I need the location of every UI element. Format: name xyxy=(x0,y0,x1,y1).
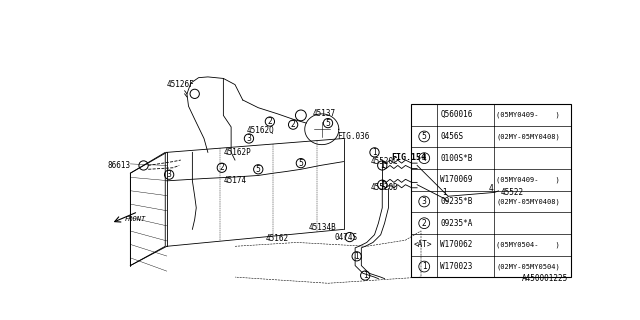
Text: 86613: 86613 xyxy=(107,161,131,170)
Text: 0456S: 0456S xyxy=(440,132,463,141)
Text: 45162Q: 45162Q xyxy=(246,126,275,135)
Text: 45162P: 45162P xyxy=(223,148,251,157)
Bar xyxy=(412,104,571,277)
Text: 45520D: 45520D xyxy=(371,182,398,191)
Text: 1: 1 xyxy=(355,252,359,261)
Text: 0100S*B: 0100S*B xyxy=(440,154,472,163)
Text: A450001225: A450001225 xyxy=(522,274,568,283)
Text: <AT>: <AT> xyxy=(413,240,432,249)
Text: 2: 2 xyxy=(268,117,272,126)
Text: Q560016: Q560016 xyxy=(440,110,472,119)
Text: (05MY0409-    ): (05MY0409- ) xyxy=(497,112,560,118)
Text: (02MY-05MY0408): (02MY-05MY0408) xyxy=(497,198,560,205)
Text: 3: 3 xyxy=(246,134,252,143)
Text: 5: 5 xyxy=(298,159,303,168)
Text: FIG.154: FIG.154 xyxy=(392,153,426,162)
Text: 09235*A: 09235*A xyxy=(440,219,472,228)
Text: W170069: W170069 xyxy=(440,175,472,184)
Text: 45174: 45174 xyxy=(223,176,246,185)
Text: W170023: W170023 xyxy=(440,262,472,271)
Text: 1: 1 xyxy=(363,271,367,280)
Text: 1: 1 xyxy=(380,161,385,170)
Text: 1: 1 xyxy=(372,148,377,157)
Text: 4: 4 xyxy=(488,184,493,193)
Text: 4: 4 xyxy=(422,154,427,163)
Text: 2: 2 xyxy=(220,163,224,172)
Text: 45520C: 45520C xyxy=(371,157,398,166)
Text: 0474S: 0474S xyxy=(334,233,357,242)
Text: 1: 1 xyxy=(380,180,385,189)
Text: 45134B: 45134B xyxy=(308,222,337,232)
Text: (05MY0409-    ): (05MY0409- ) xyxy=(497,177,560,183)
Text: 3: 3 xyxy=(166,170,172,179)
Text: (05MY0504-    ): (05MY0504- ) xyxy=(497,242,560,248)
Text: (02MY-05MY0504): (02MY-05MY0504) xyxy=(497,263,560,270)
Text: 5: 5 xyxy=(326,119,330,128)
Text: 1: 1 xyxy=(422,262,427,271)
Text: 2: 2 xyxy=(422,219,427,228)
Text: FRONT: FRONT xyxy=(125,216,146,222)
Text: (02MY-05MY0408): (02MY-05MY0408) xyxy=(497,133,560,140)
Text: FIG.036: FIG.036 xyxy=(337,132,370,141)
Text: 45522: 45522 xyxy=(501,188,524,197)
Text: 5: 5 xyxy=(422,132,427,141)
Text: 45137: 45137 xyxy=(312,108,335,117)
Text: 45126F: 45126F xyxy=(167,80,195,89)
Text: W170062: W170062 xyxy=(440,240,472,249)
Text: 2: 2 xyxy=(291,120,296,129)
Text: 3: 3 xyxy=(422,197,427,206)
Text: 09235*B: 09235*B xyxy=(440,197,472,206)
Text: 5: 5 xyxy=(256,165,260,174)
Text: 45162: 45162 xyxy=(266,234,289,243)
Text: 1: 1 xyxy=(442,188,447,197)
